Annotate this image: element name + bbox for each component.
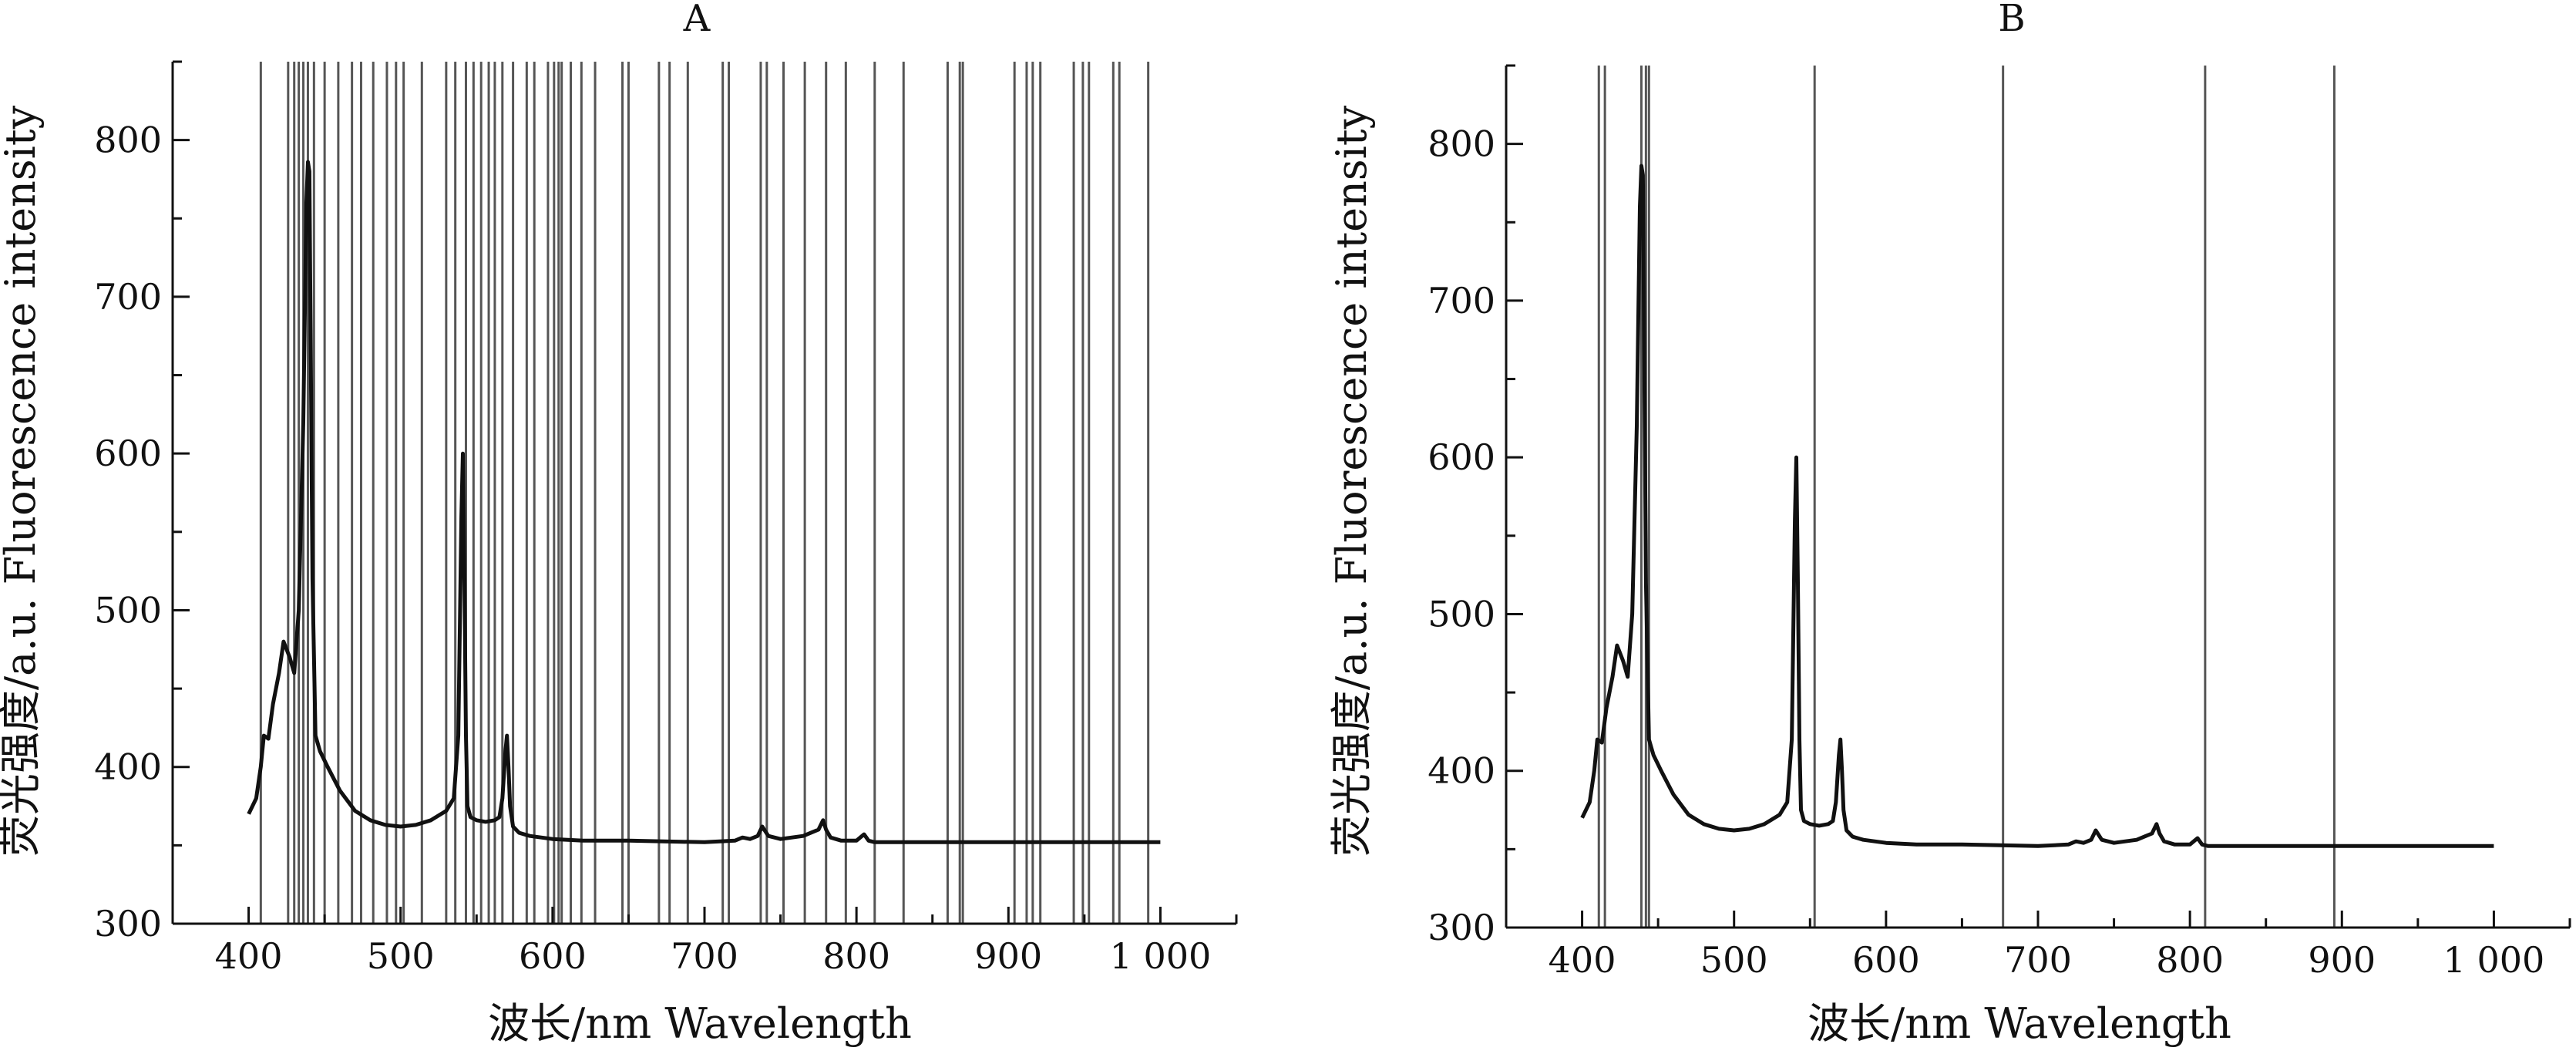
panel-a-x-tick-label: 1 000 (1110, 935, 1212, 977)
panel-b-y-tick-label: 300 (1428, 907, 1495, 948)
panel-b: B 波长/nm Wavelength 荧光强度/a.u. Fluorescenc… (1327, 0, 2571, 1048)
panel-a-x-tick-label: 400 (215, 935, 283, 977)
panel-a-x-tick-label: 800 (822, 935, 890, 977)
panel-b-y-tick-label: 400 (1428, 750, 1495, 792)
panel-b-x-tick-label: 800 (2156, 939, 2224, 981)
panel-b-title: B (1998, 0, 2025, 40)
panel-a-x-tick-label: 900 (974, 935, 1042, 977)
panel-a-y-tick-label: 300 (94, 903, 162, 945)
panel-b-x-tick-label: 500 (1700, 939, 1768, 981)
panel-b-x-tick-label: 600 (1852, 939, 1920, 981)
panel-b-y-tick-label: 600 (1428, 436, 1495, 478)
panel-b-x-tick-label: 1 000 (2443, 939, 2545, 981)
panel-a-title: A (683, 0, 711, 40)
panel-a: A 波长/nm Wavelength 荧光强度/a.u. Fluorescenc… (0, 0, 1238, 1048)
panel-b-spectrum-line (1580, 163, 2494, 848)
panel-a-spectrum-line (247, 160, 1161, 844)
panel-a-y-axis-label: 荧光强度/a.u. Fluorescence intensity (0, 105, 45, 857)
panel-b-x-tick-label: 900 (2308, 939, 2376, 981)
panel-b-x-tick-label: 700 (2004, 939, 2072, 981)
panel-b-y-axis-label: 荧光强度/a.u. Fluorescence intensity (1327, 105, 1376, 857)
panel-b-x-axis-label: 波长/nm Wavelength (1808, 999, 2231, 1048)
panel-b-y-tick-label: 800 (1428, 123, 1495, 165)
panel-b-y-tick-label: 500 (1428, 593, 1495, 635)
panel-a-y-tick-label: 500 (94, 589, 162, 631)
panel-b-y-tick-label: 700 (1428, 280, 1495, 322)
panel-a-y-tick-label: 800 (94, 120, 162, 161)
panel-a-x-tick-label: 700 (671, 935, 738, 977)
panel-a-x-tick-label: 600 (519, 935, 587, 977)
panel-a-y-tick-label: 700 (94, 276, 162, 318)
panel-a-y-tick-label: 600 (94, 433, 162, 474)
panel-a-x-axis-label: 波长/nm Wavelength (488, 999, 912, 1048)
panel-b-x-tick-label: 400 (1549, 939, 1616, 981)
panel-a-x-tick-label: 500 (367, 935, 435, 977)
panel-a-y-tick-label: 400 (94, 746, 162, 788)
